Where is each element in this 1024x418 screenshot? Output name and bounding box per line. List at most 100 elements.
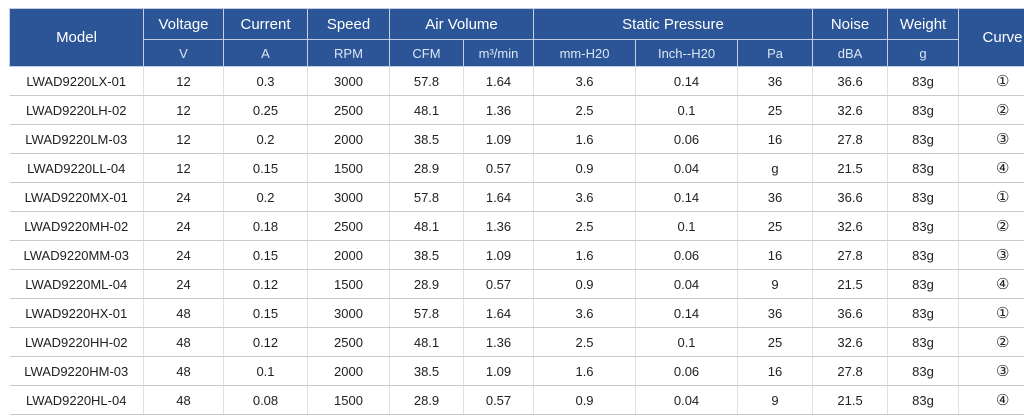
cell-speed: 3000 [307,182,390,212]
cell-pa: 9 [737,385,814,415]
cell-inch-h20: 0.1 [635,211,739,241]
cell-cfm: 38.5 [389,240,464,270]
cell-model: LWAD9220LL-04 [9,153,144,183]
cell-voltage: 12 [143,95,224,125]
cell-weight: 83g [887,124,960,154]
cell-speed: 2500 [307,327,390,357]
cell-noise: 27.8 [812,124,889,154]
cell-model: LWAD9220HH-02 [9,327,144,357]
cell-current: 0.15 [223,240,308,270]
spec-table-container: Model Voltage Current Speed Air Volume S… [9,8,1024,415]
table-row: LWAD9220LH-02 12 0.25 2500 48.1 1.36 2.5 0.1 25 3… [9,95,1024,125]
cell-inch-h20: 0.06 [635,240,739,270]
cell-voltage: 24 [143,211,224,241]
unit-m3-min: m³/min [462,39,535,67]
cell-curve: ① [958,298,1024,328]
cell-pa: 16 [737,356,814,386]
cell-voltage: 48 [143,356,224,386]
cell-weight: 83g [887,66,960,96]
table-row: LWAD9220LM-03 12 0.2 2000 38.5 1.09 1.6 0.06 16 2… [9,124,1024,154]
cell-current: 0.12 [223,269,308,299]
cell-pa: 25 [737,211,814,241]
cell-cfm: 48.1 [389,95,464,125]
cell-inch-h20: 0.04 [635,153,739,183]
cell-pa: 9 [737,269,814,299]
table-body: LWAD9220LX-01 12 0.3 3000 57.8 1.64 3.6 0.14 36 3… [9,66,1024,415]
cell-model: LWAD9220LM-03 [9,124,144,154]
cell-model: LWAD9220LH-02 [9,95,144,125]
cell-model: LWAD9220HM-03 [9,356,144,386]
cell-current: 0.3 [223,66,308,96]
cell-speed: 2500 [307,211,390,241]
cell-curve: ③ [958,124,1024,154]
cell-pa: 36 [737,66,814,96]
cell-m3-min: 1.09 [463,240,535,270]
header-weight: Weight [887,8,960,40]
cell-voltage: 12 [143,153,224,183]
cell-mm-h20: 0.9 [533,269,637,299]
cell-current: 0.1 [223,356,308,386]
cell-model: LWAD9220MM-03 [9,240,144,270]
cell-m3-min: 0.57 [463,153,535,183]
cell-current: 0.08 [223,385,308,415]
cell-current: 0.25 [223,95,308,125]
cell-model: LWAD9220HL-04 [9,385,144,415]
cell-noise: 21.5 [812,153,889,183]
header-curve: Curve [958,8,1024,67]
cell-mm-h20: 2.5 [533,95,637,125]
unit-dba: dBA [812,39,889,67]
cell-current: 0.15 [223,298,308,328]
cell-noise: 27.8 [812,356,889,386]
cell-speed: 3000 [307,66,390,96]
cell-voltage: 48 [143,298,224,328]
cell-inch-h20: 0.1 [635,327,739,357]
table-row: LWAD9220HL-04 48 0.08 1500 28.9 0.57 0.9 0.04 9 2… [9,385,1024,415]
cell-mm-h20: 3.6 [533,182,637,212]
unit-g: g [887,39,960,67]
table-row: LWAD9220MX-01 24 0.2 3000 57.8 1.64 3.6 0.14 36 3… [9,182,1024,212]
cell-current: 0.2 [223,124,308,154]
cell-cfm: 38.5 [389,124,464,154]
cell-mm-h20: 0.9 [533,153,637,183]
cell-curve: ④ [958,385,1024,415]
cell-m3-min: 1.36 [463,327,535,357]
cell-curve: ② [958,327,1024,357]
cell-mm-h20: 0.9 [533,385,637,415]
table-row: LWAD9220HX-01 48 0.15 3000 57.8 1.64 3.6 0.14 36… [9,298,1024,328]
cell-inch-h20: 0.06 [635,124,739,154]
cell-m3-min: 1.64 [463,298,535,328]
cell-weight: 83g [887,182,960,212]
cell-mm-h20: 3.6 [533,298,637,328]
cell-pa: 16 [737,240,814,270]
cell-current: 0.18 [223,211,308,241]
cell-noise: 27.8 [812,240,889,270]
cell-pa: g [737,153,814,183]
cell-m3-min: 1.64 [463,182,535,212]
cell-speed: 1500 [307,269,390,299]
cell-model: LWAD9220LX-01 [9,66,144,96]
cell-weight: 83g [887,327,960,357]
cell-m3-min: 1.36 [463,211,535,241]
cell-curve: ② [958,211,1024,241]
cell-m3-min: 0.57 [463,385,535,415]
cell-noise: 36.6 [812,298,889,328]
cell-current: 0.12 [223,327,308,357]
cell-inch-h20: 0.14 [635,66,739,96]
unit-inch-h20: Inch--H20 [635,39,739,67]
cell-speed: 1500 [307,153,390,183]
unit-current: A [223,39,308,67]
cell-mm-h20: 2.5 [533,211,637,241]
cell-current: 0.15 [223,153,308,183]
cell-weight: 83g [887,298,960,328]
cell-speed: 2000 [307,124,390,154]
table-row: LWAD9220ML-04 24 0.12 1500 28.9 0.57 0.9 0.04 9 2… [9,269,1024,299]
cell-pa: 36 [737,182,814,212]
cell-m3-min: 1.09 [463,124,535,154]
cell-curve: ④ [958,153,1024,183]
cell-speed: 2500 [307,95,390,125]
cell-voltage: 48 [143,327,224,357]
cell-cfm: 48.1 [389,327,464,357]
cell-cfm: 28.9 [389,153,464,183]
unit-mm-h20: mm-H20 [533,39,637,67]
cell-pa: 25 [737,327,814,357]
